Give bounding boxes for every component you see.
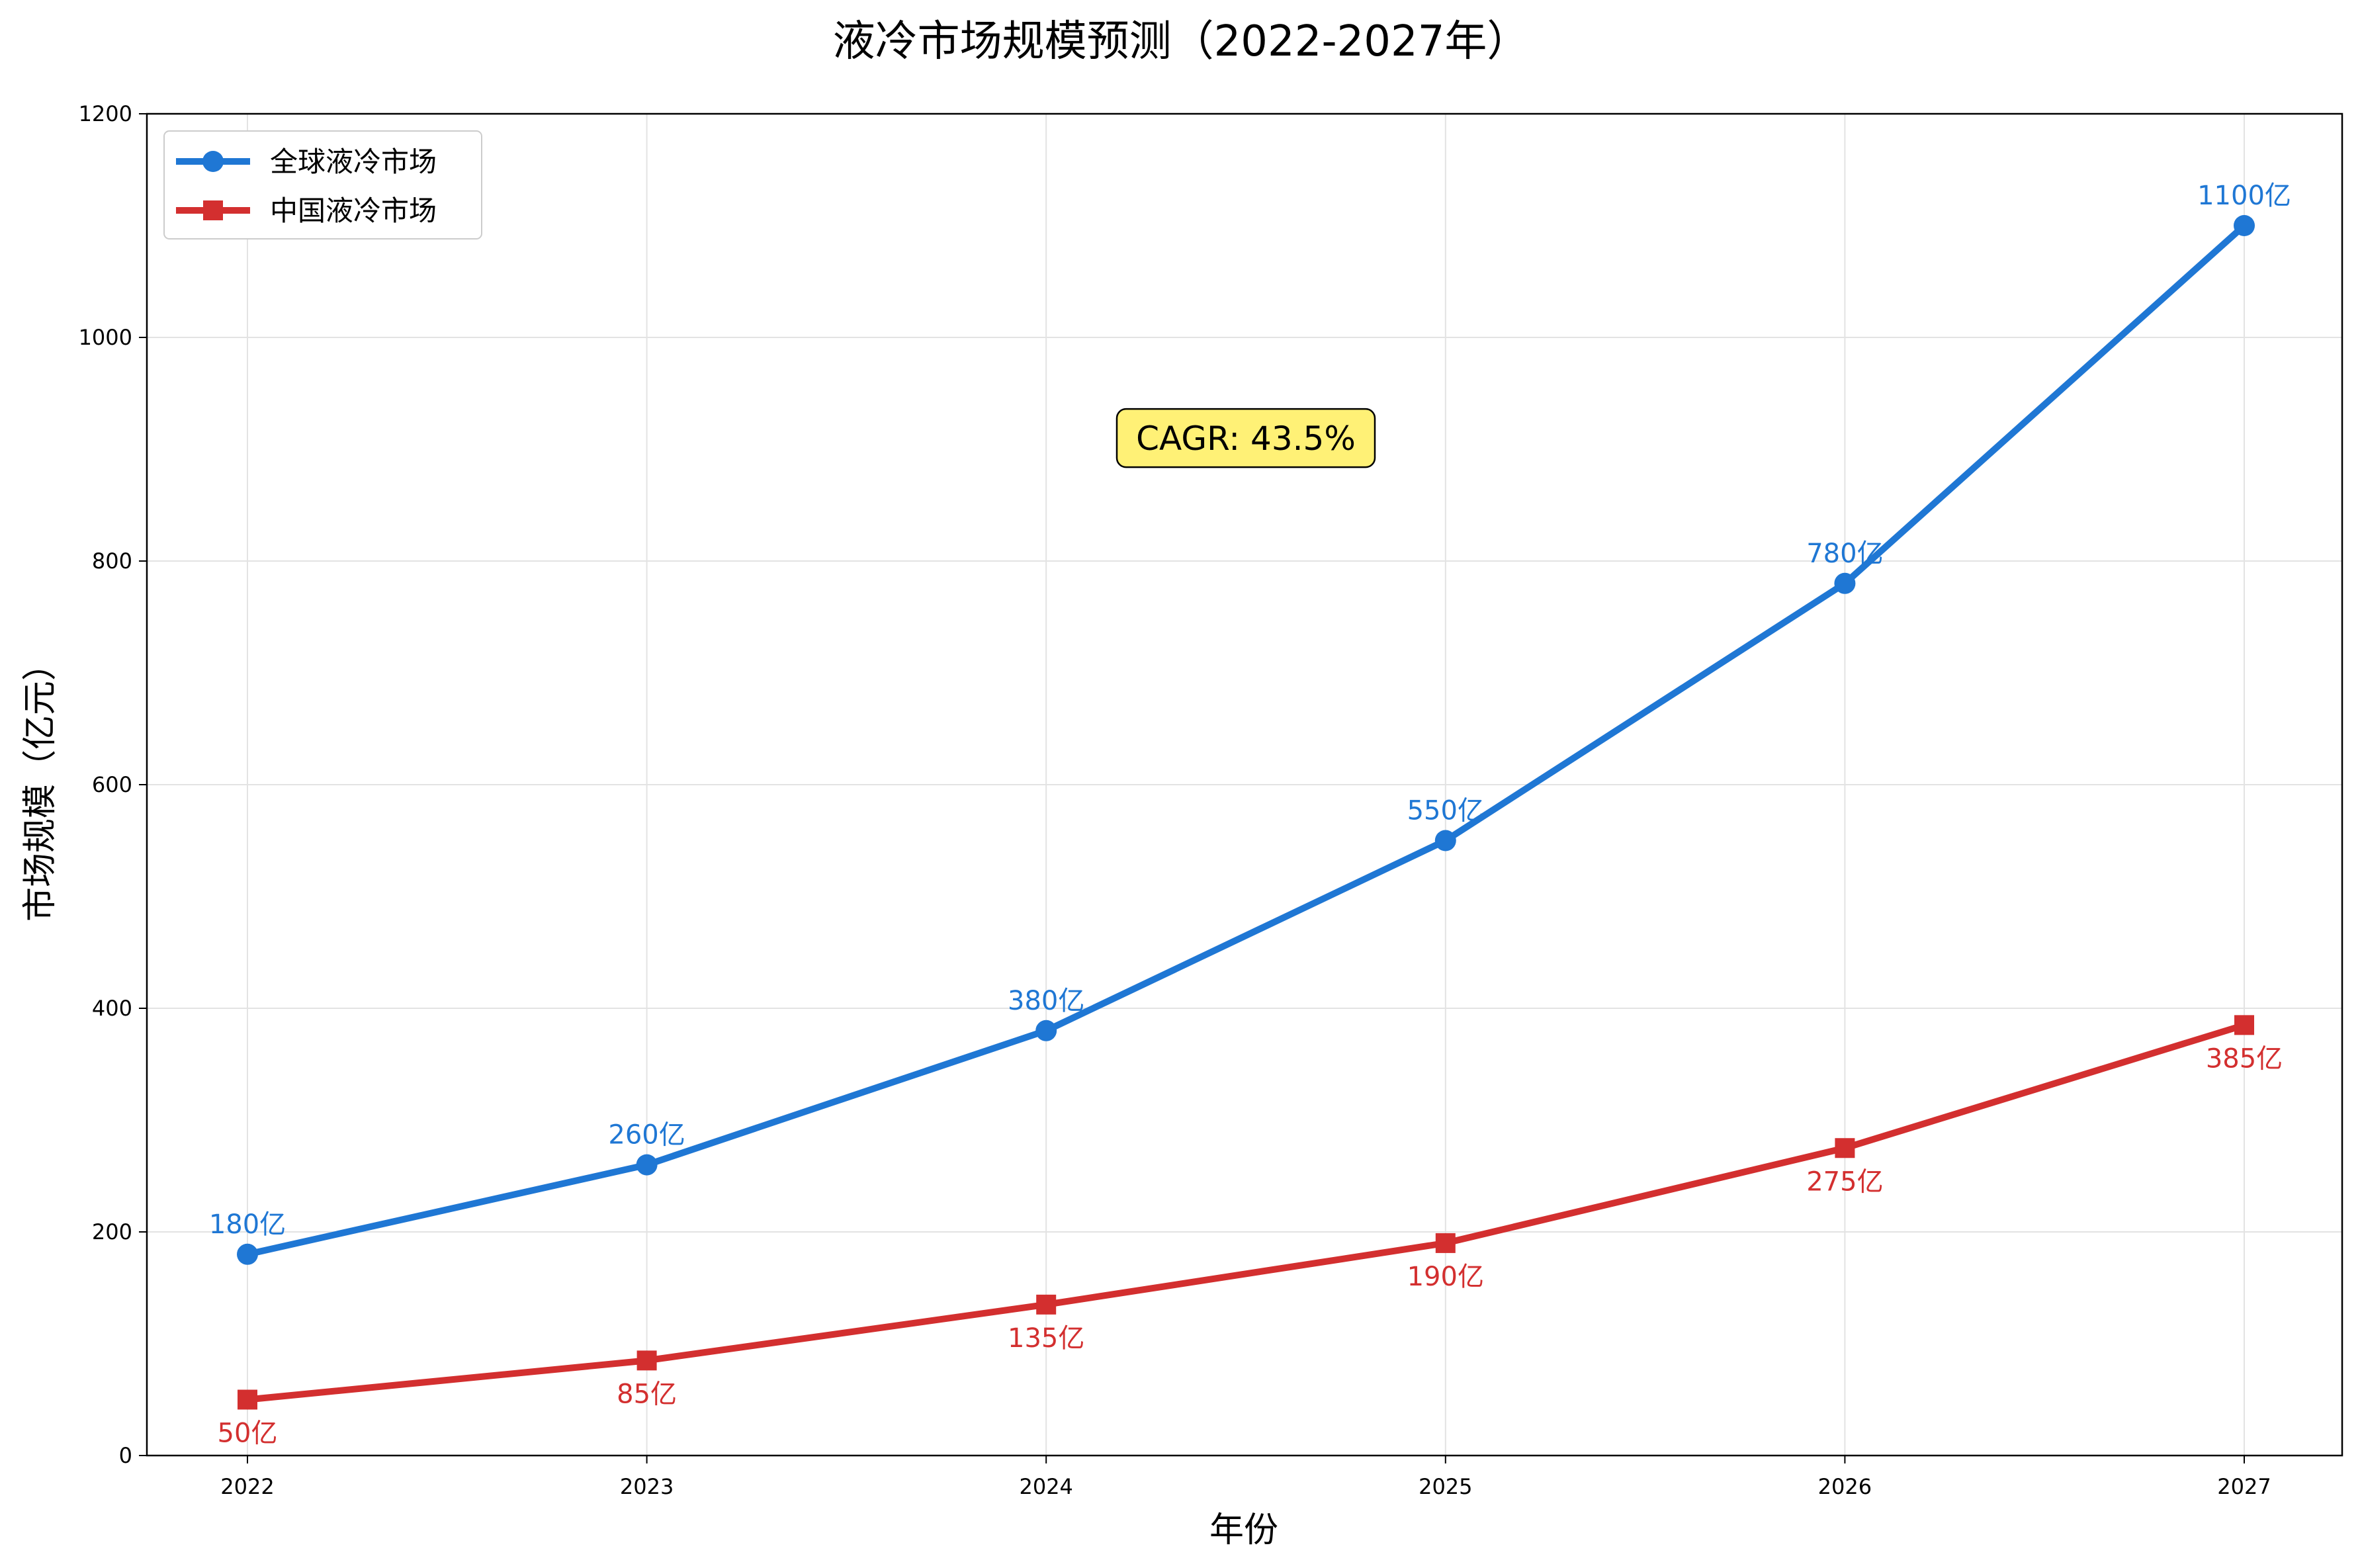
x-tick-label: 2025: [1419, 1474, 1472, 1499]
y-tick-label: 0: [119, 1443, 132, 1468]
data-label: 85亿: [617, 1379, 677, 1409]
y-tick-label: 1200: [79, 101, 132, 126]
data-label: 1100亿: [2197, 181, 2291, 211]
legend-label: 中国液冷市场: [270, 195, 437, 227]
x-axis-label: 年份: [1209, 1510, 1278, 1550]
data-point-marker: [1036, 1294, 1057, 1315]
annotation-box: [1115, 408, 1376, 468]
data-point-marker: [636, 1350, 657, 1371]
y-axis-label: 市场规模（亿元）: [21, 646, 60, 922]
data-point-marker: [2234, 215, 2255, 236]
tick-layer: 2022 2023 2024 2025 2026 2027 0 200 400 600 800 100…: [79, 101, 2271, 1499]
data-label: 180亿: [209, 1209, 286, 1240]
y-tick-label: 800: [92, 548, 132, 574]
data-point-marker: [1035, 1020, 1057, 1041]
y-tick-label: 600: [92, 772, 132, 797]
data-label: 190亿: [1407, 1262, 1484, 1292]
data-point-marker: [2234, 1015, 2254, 1035]
x-tick-label: 2023: [620, 1474, 674, 1499]
x-tick-label: 2024: [1019, 1474, 1072, 1499]
data-point-marker: [636, 1154, 658, 1176]
y-tick-label: 1000: [79, 325, 132, 350]
cagr-annotation: CAGR: 43.5%: [1115, 408, 1376, 468]
annotation-text: CAGR: 43.5%: [1136, 419, 1356, 458]
chart-title: 液冷市场规模预测（2022-2027年）: [833, 17, 1530, 66]
series-line-2: [244, 1022, 2248, 1403]
series-line-1: [244, 222, 2248, 1258]
data-point-marker: [1834, 572, 1856, 594]
data-point-marker: [1434, 830, 1456, 851]
data-label: 135亿: [1008, 1323, 1084, 1354]
data-label: 550亿: [1407, 796, 1484, 826]
x-tick-label: 2026: [1818, 1474, 1872, 1499]
grid-layer: [147, 113, 2342, 1456]
data-label: 275亿: [1806, 1166, 1883, 1197]
y-tick-label: 200: [92, 1219, 132, 1244]
legend-label: 全球液冷市场: [270, 146, 437, 178]
data-point-marker: [1835, 1138, 1855, 1158]
x-tick-label: 2027: [2217, 1474, 2271, 1499]
y-tick-label: 400: [92, 996, 132, 1021]
data-point-marker: [238, 1389, 257, 1410]
data-point-marker: [1435, 1233, 1456, 1253]
data-label: 50亿: [218, 1418, 278, 1449]
data-label: 260亿: [608, 1120, 685, 1151]
data-label: 780亿: [1806, 539, 1883, 569]
legend-marker: [202, 151, 224, 172]
data-label: 385亿: [2206, 1043, 2283, 1074]
legend-marker: [203, 200, 223, 220]
x-tick-label: 2022: [220, 1474, 274, 1499]
data-label: 380亿: [1008, 986, 1084, 1016]
data-point-marker: [237, 1243, 258, 1265]
series-layer: [237, 215, 2255, 1410]
data-label-layer: 180亿 260亿 380亿 550亿 780亿 1100亿 50亿 85亿 135亿 190亿 2…: [209, 181, 2291, 1449]
